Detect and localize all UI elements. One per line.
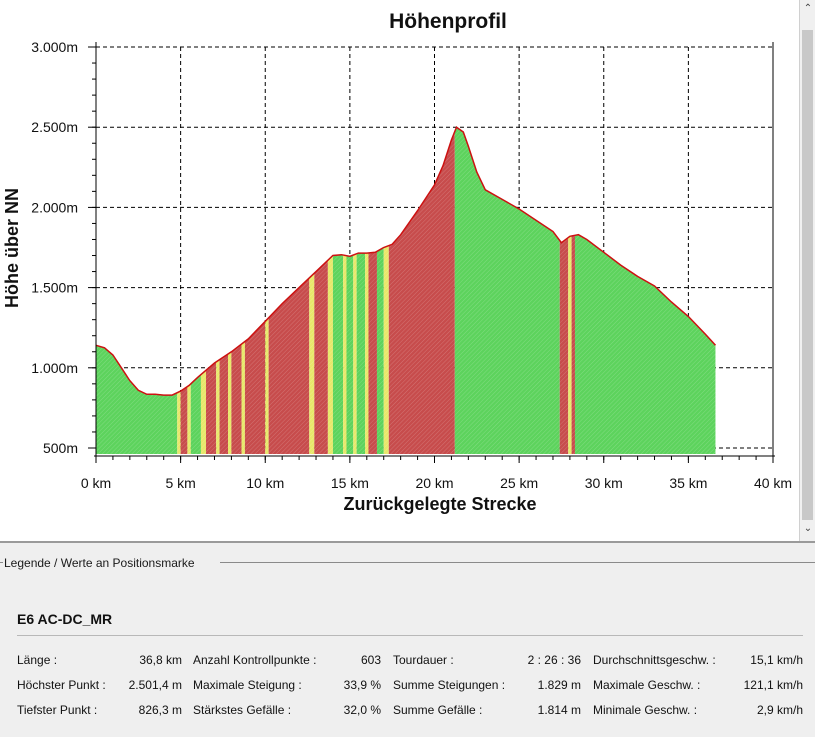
stat-value: 36,8 km bbox=[139, 653, 182, 667]
stat-value: 15,1 km/h bbox=[750, 653, 803, 667]
stat-value: 2 : 26 : 36 bbox=[527, 653, 581, 667]
x-tick-label: 40 km bbox=[754, 475, 792, 491]
stat-label: Summe Steigungen : bbox=[393, 678, 506, 692]
stat-label: Stärkstes Gefälle : bbox=[193, 703, 292, 717]
stat-value: 603 bbox=[360, 653, 381, 667]
stat-value: 121,1 km/h bbox=[743, 678, 803, 692]
panel-splitter[interactable] bbox=[0, 541, 815, 543]
elevation-chart-panel: Höhenprofil 0 km 5 km 10 km 15 km 20 km 25 km… bbox=[0, 0, 815, 541]
stat-value: 1.814 m bbox=[537, 703, 581, 717]
legend-header-rule-left bbox=[0, 562, 3, 563]
x-axis-label: Zurückgelegte Strecke bbox=[343, 494, 536, 514]
legend-title: Legende / Werte an Positionsmarke bbox=[4, 556, 195, 570]
tick-labels: 0 km 5 km 10 km 15 km 20 km 25 km 30 km 35 km 40… bbox=[31, 39, 792, 491]
x-tick-label: 15 km bbox=[331, 475, 369, 491]
y-tick-label: 2.000m bbox=[31, 199, 78, 215]
stat-value: 1.829 m bbox=[537, 678, 581, 692]
y-tick-label: 1.500m bbox=[31, 280, 78, 296]
scroll-up-icon[interactable]: ⌃ bbox=[803, 3, 813, 14]
legend-panel: Legende / Werte an Positionsmarke E6 AC-… bbox=[0, 543, 815, 737]
stat-label: Tourdauer : bbox=[393, 653, 454, 667]
x-tick-label: 20 km bbox=[415, 475, 453, 491]
profile-line bbox=[95, 126, 717, 396]
elevation-chart: Höhenprofil 0 km 5 km 10 km 15 km 20 km 25 km… bbox=[2, 10, 792, 514]
x-tick-label: 0 km bbox=[81, 475, 111, 491]
y-tick-label: 1.000m bbox=[31, 360, 78, 376]
stat-value: 826,3 m bbox=[138, 703, 182, 717]
stat-value: 33,9 % bbox=[343, 678, 381, 692]
chart-title: Höhenprofil bbox=[389, 10, 507, 33]
stat-label: Höchster Punkt : bbox=[17, 678, 106, 692]
y-tick-label: 2.500m bbox=[31, 119, 78, 135]
stat-label: Maximale Steigung : bbox=[193, 678, 302, 692]
profile-outline bbox=[95, 126, 717, 396]
y-tick-label: 3.000m bbox=[31, 39, 78, 55]
stat-value: 2,9 km/h bbox=[756, 703, 803, 717]
scroll-thumb[interactable] bbox=[802, 30, 813, 520]
legend-header-rule-right bbox=[220, 562, 815, 563]
x-tick-label: 5 km bbox=[165, 475, 195, 491]
stat-value: 2.501,4 m bbox=[128, 678, 182, 692]
y-axis-label: Höhe über NN bbox=[2, 188, 22, 308]
x-tick-label: 10 km bbox=[246, 475, 284, 491]
stat-label: Anzahl Kontrollpunkte : bbox=[193, 653, 317, 667]
scroll-down-icon[interactable]: ⌄ bbox=[803, 523, 813, 534]
route-divider bbox=[17, 635, 803, 636]
stat-value: 32,0 % bbox=[343, 703, 381, 717]
stat-label: Minimale Geschw. : bbox=[593, 703, 698, 717]
stat-label: Durchschnittsgeschw. : bbox=[593, 653, 716, 667]
chart-vertical-scrollbar[interactable]: ⌃ ⌄ bbox=[799, 0, 815, 541]
stat-label: Maximale Geschw. : bbox=[593, 678, 701, 692]
route-name: E6 AC-DC_MR bbox=[17, 611, 113, 627]
x-tick-label: 30 km bbox=[585, 475, 623, 491]
stat-label: Summe Gefälle : bbox=[393, 703, 483, 717]
stat-label: Länge : bbox=[17, 653, 58, 667]
stat-label: Tiefster Punkt : bbox=[17, 703, 98, 717]
x-tick-label: 35 km bbox=[669, 475, 707, 491]
y-tick-label: 500m bbox=[43, 440, 78, 456]
axes bbox=[88, 42, 775, 463]
x-tick-label: 25 km bbox=[500, 475, 538, 491]
legend-group-header: Legende / Werte an Positionsmarke bbox=[0, 556, 815, 570]
